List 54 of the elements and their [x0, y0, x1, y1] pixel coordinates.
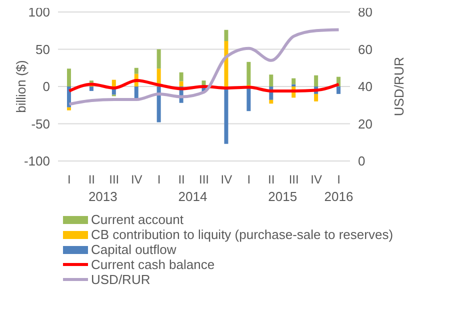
bar [66, 107, 71, 110]
bar [269, 74, 274, 86]
y-tick-label: -50 [31, 116, 50, 132]
x-tick-label: II [268, 172, 275, 187]
bar [89, 86, 94, 91]
legend-label: Current cash balance [91, 257, 215, 272]
bar [314, 75, 318, 86]
y2-tick-label: 0 [358, 154, 366, 169]
y2-tick-label: 40 [358, 79, 372, 94]
bar [156, 86, 161, 122]
y2-tick-label: 20 [358, 116, 372, 132]
bar [179, 72, 184, 82]
bar [246, 86, 251, 112]
y-axis-title: billion ($) [14, 60, 29, 113]
bar [246, 62, 251, 86]
bar [224, 30, 228, 42]
x-tick-label: I [337, 172, 340, 187]
text: 2013 [88, 189, 118, 204]
x-tick-label: I [247, 172, 251, 187]
y2-tick-label: 60 [358, 42, 372, 57]
x-tick-label: II [88, 172, 96, 187]
legend-label: CB contribution to liquity (purchase-sale to reserves) [91, 227, 394, 242]
bar [66, 68, 71, 86]
text: 2014 [178, 189, 208, 204]
bar [314, 94, 318, 102]
bar [269, 100, 274, 104]
y-tick-label: -100 [24, 154, 50, 169]
legend-label: USD/RUR [91, 272, 150, 287]
y-tick-label: 0 [42, 79, 50, 94]
x-tick-label: II [178, 172, 185, 187]
bar [156, 49, 161, 69]
text: 2015 [268, 189, 298, 204]
y2-axis-title: USD/RUR [392, 56, 407, 116]
y-tick-label: 50 [36, 42, 50, 57]
x-tick-label: III [109, 172, 120, 187]
bar [179, 81, 184, 86]
x-tick-label: I [157, 172, 161, 187]
bar [336, 86, 341, 94]
bar [134, 86, 138, 100]
bar [224, 41, 228, 86]
x-tick-label: III [198, 172, 210, 187]
bar [112, 80, 116, 86]
x-tick-label: IV [310, 172, 322, 187]
bar [134, 68, 138, 74]
x-tick-label: IV [130, 172, 142, 187]
line-series [68, 79, 340, 92]
x-tick-label: III [288, 172, 299, 187]
x-tick-label: IV [220, 172, 232, 187]
legend-label: Capital outflow [91, 242, 176, 257]
text: 2016 [324, 189, 354, 204]
bar [292, 78, 296, 84]
line-series [68, 28, 340, 106]
x-tick-label: I [68, 172, 71, 187]
legend-label: Current account [91, 212, 184, 227]
